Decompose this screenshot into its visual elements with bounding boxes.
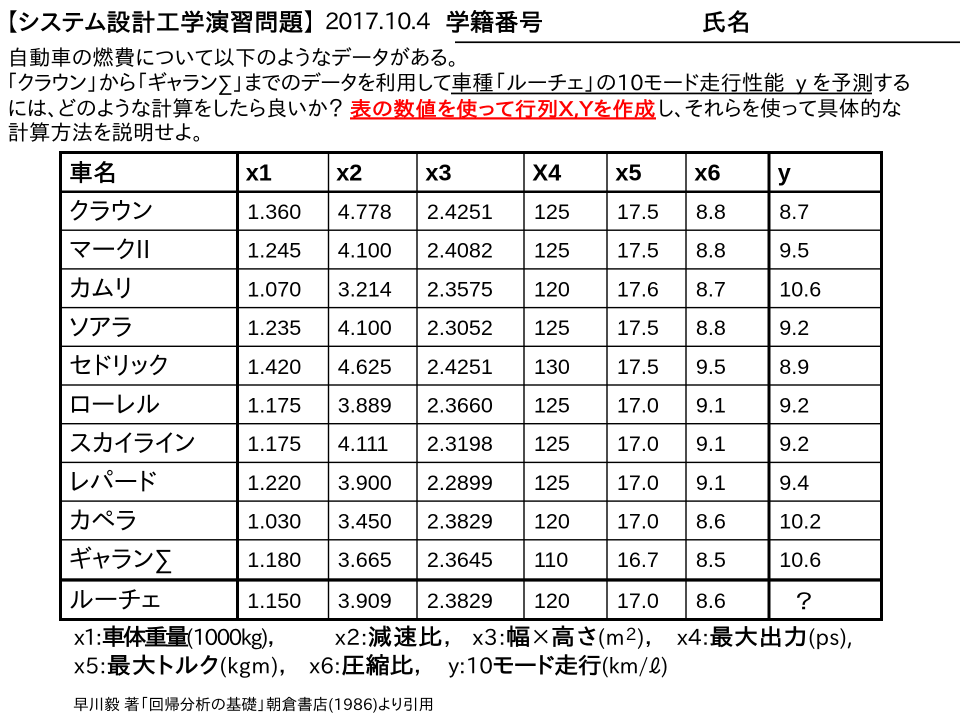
- svg-text:120: 120: [534, 509, 570, 534]
- svg-text:4.625: 4.625: [338, 354, 392, 379]
- svg-text:17.0: 17.0: [617, 393, 659, 418]
- svg-text:1.030: 1.030: [247, 509, 301, 534]
- svg-text:1.150: 1.150: [247, 588, 301, 613]
- svg-text:125: 125: [534, 199, 570, 224]
- svg-text:1.245: 1.245: [247, 238, 301, 263]
- svg-text:3.214: 3.214: [338, 276, 392, 301]
- svg-text:10.2: 10.2: [779, 509, 821, 534]
- svg-text:125: 125: [534, 470, 570, 495]
- svg-text:4.100: 4.100: [338, 315, 392, 340]
- svg-text:9.1: 9.1: [696, 393, 726, 418]
- svg-text:16.7: 16.7: [617, 547, 659, 572]
- svg-text:X4: X4: [532, 159, 561, 185]
- svg-text:8.8: 8.8: [696, 199, 726, 224]
- svg-text:2.3829: 2.3829: [427, 509, 493, 534]
- svg-text:1.360: 1.360: [247, 199, 301, 224]
- svg-text:130: 130: [534, 354, 570, 379]
- svg-text:3.889: 3.889: [338, 393, 392, 418]
- svg-text:2.2899: 2.2899: [427, 470, 493, 495]
- svg-text:x1: x1: [246, 159, 272, 185]
- svg-text:17.6: 17.6: [617, 276, 659, 301]
- svg-text:8.9: 8.9: [779, 354, 809, 379]
- svg-text:120: 120: [534, 276, 570, 301]
- svg-text:2.3052: 2.3052: [427, 315, 493, 340]
- svg-text:17.5: 17.5: [617, 238, 659, 263]
- svg-text:4.778: 4.778: [338, 199, 392, 224]
- svg-text:2.3575: 2.3575: [427, 276, 493, 301]
- svg-text:17.0: 17.0: [617, 509, 659, 534]
- svg-text:3.900: 3.900: [338, 470, 392, 495]
- svg-text:8.8: 8.8: [696, 315, 726, 340]
- svg-text:17.5: 17.5: [617, 199, 659, 224]
- svg-text:9.2: 9.2: [779, 315, 809, 340]
- svg-text:8.5: 8.5: [696, 547, 726, 572]
- svg-text:17.0: 17.0: [617, 470, 659, 495]
- svg-text:4.111: 4.111: [338, 431, 389, 456]
- svg-text:120: 120: [534, 588, 570, 613]
- svg-text:2.4251: 2.4251: [427, 199, 493, 224]
- svg-text:8.7: 8.7: [696, 276, 726, 301]
- svg-text:x3: x3: [425, 159, 451, 185]
- svg-text:8.6: 8.6: [696, 509, 726, 534]
- svg-text:125: 125: [534, 238, 570, 263]
- svg-text:8.8: 8.8: [696, 238, 726, 263]
- svg-text:2.4082: 2.4082: [427, 238, 493, 263]
- svg-text:17.0: 17.0: [617, 431, 659, 456]
- svg-text:125: 125: [534, 431, 570, 456]
- svg-text:2.3829: 2.3829: [427, 588, 493, 613]
- svg-text:3.450: 3.450: [338, 509, 392, 534]
- svg-text:3.665: 3.665: [338, 547, 392, 572]
- svg-text:1.070: 1.070: [247, 276, 301, 301]
- svg-text:8.6: 8.6: [696, 588, 726, 613]
- svg-text:2.3645: 2.3645: [427, 547, 493, 572]
- svg-text:110: 110: [534, 547, 568, 572]
- svg-text:4.100: 4.100: [338, 238, 392, 263]
- svg-text:125: 125: [534, 315, 570, 340]
- svg-text:9.5: 9.5: [696, 354, 726, 379]
- svg-text:9.1: 9.1: [696, 431, 726, 456]
- svg-text:2.3660: 2.3660: [427, 393, 493, 418]
- svg-text:17.0: 17.0: [617, 588, 659, 613]
- svg-text:125: 125: [534, 393, 570, 418]
- svg-text:9.2: 9.2: [779, 431, 809, 456]
- svg-text:y: y: [778, 159, 791, 185]
- svg-text:9.1: 9.1: [696, 470, 726, 495]
- svg-text:1.220: 1.220: [247, 470, 301, 495]
- svg-text:1.175: 1.175: [247, 431, 301, 456]
- svg-text:1.235: 1.235: [247, 315, 301, 340]
- svg-text:1.420: 1.420: [247, 354, 301, 379]
- svg-text:9.5: 9.5: [779, 238, 809, 263]
- svg-text:x2: x2: [336, 159, 362, 185]
- svg-text:1.175: 1.175: [247, 393, 301, 418]
- svg-text:2.3198: 2.3198: [427, 431, 493, 456]
- svg-text:17.5: 17.5: [617, 315, 659, 340]
- svg-text:9.2: 9.2: [779, 393, 809, 418]
- svg-text:x5: x5: [615, 159, 641, 185]
- svg-text:9.4: 9.4: [779, 470, 809, 495]
- svg-text:2.4251: 2.4251: [427, 354, 493, 379]
- svg-text:x6: x6: [694, 159, 720, 185]
- svg-text:8.7: 8.7: [779, 199, 809, 224]
- svg-text:10.6: 10.6: [779, 547, 821, 572]
- svg-text:1.180: 1.180: [247, 547, 301, 572]
- svg-text:3.909: 3.909: [338, 588, 392, 613]
- svg-text:17.5: 17.5: [617, 354, 659, 379]
- svg-text:10.6: 10.6: [779, 276, 821, 301]
